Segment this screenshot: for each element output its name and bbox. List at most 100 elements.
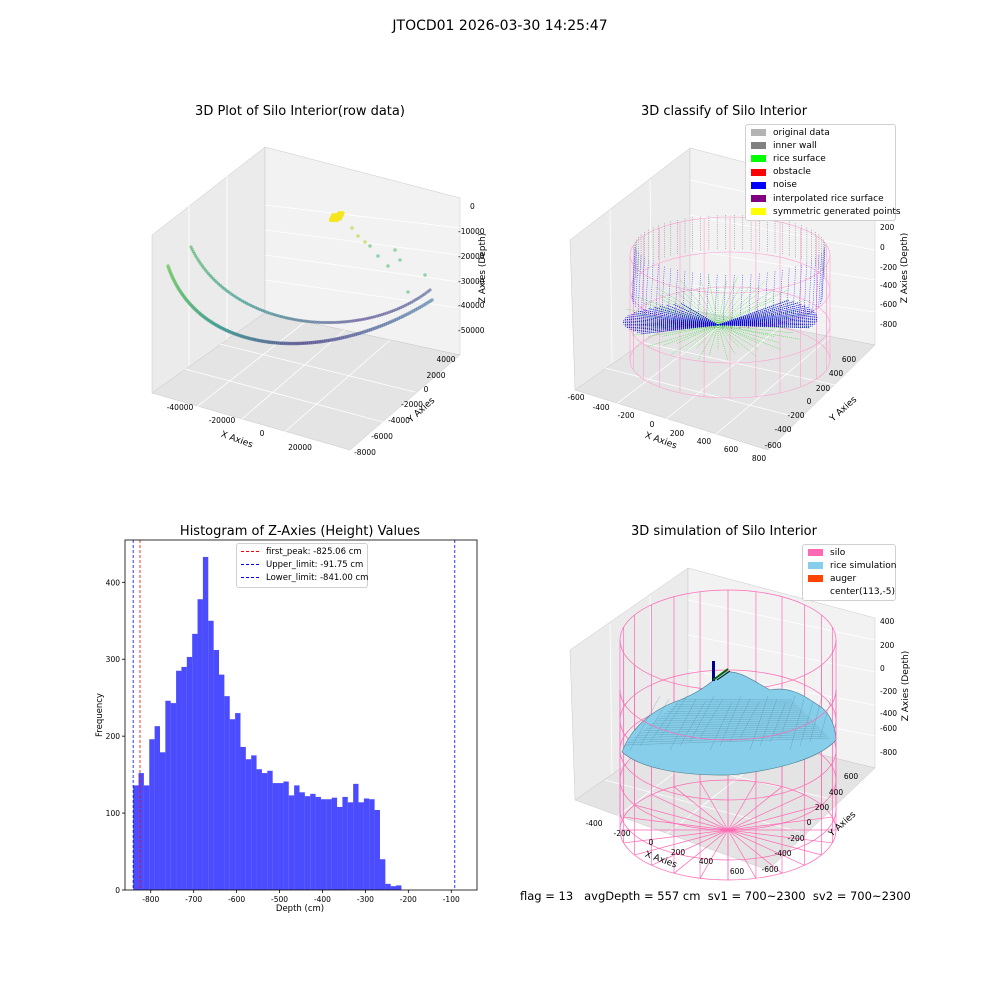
rice-mesh-line [669, 707, 801, 710]
rice-mesh-line [630, 733, 827, 741]
sim-ytick: -400 [774, 849, 791, 858]
raw-point [368, 244, 372, 248]
classify-ztick: -400 [880, 281, 897, 290]
classify-y-axis-label: Y Axies [827, 395, 859, 425]
raw-point [330, 320, 334, 325]
noise-points [637, 255, 642, 311]
rice-surface-points [636, 313, 719, 326]
raw-ytick: 4000 [436, 355, 455, 364]
sim-ytick: 200 [815, 803, 830, 812]
silo-wire-line [727, 829, 757, 879]
rice-surface-points [717, 276, 738, 326]
raw-point [363, 317, 367, 321]
histogram-x-tick-label: -600 [228, 895, 245, 904]
silo-wire-line [727, 829, 822, 856]
rice-mesh-line [642, 725, 819, 731]
noise-points [635, 252, 639, 308]
raw-point [348, 319, 352, 323]
raw-point [375, 314, 379, 318]
raw-point [350, 226, 354, 230]
sim-legend-label: auger [830, 573, 857, 584]
classify-ztick: 200 [880, 223, 895, 232]
histogram-threshold-lines [132, 540, 456, 890]
noise-points [812, 258, 816, 314]
raw-point [376, 254, 380, 258]
raw-point [368, 316, 372, 320]
raw-point [423, 273, 427, 277]
histogram-bar [294, 785, 300, 890]
noise-points [717, 307, 809, 326]
sim-ztick: -600 [880, 724, 897, 733]
rice-surface-points [717, 299, 775, 326]
raw-point [356, 234, 360, 238]
raw-point [317, 320, 321, 324]
histogram-bar [320, 799, 327, 890]
histogram-y-ticks: 0 100 200 300 400 [106, 578, 125, 895]
raw-point [365, 316, 369, 321]
histogram-legend-line [241, 577, 259, 579]
noise-points [653, 306, 719, 326]
auger-marker [712, 661, 731, 681]
noise-points [645, 260, 649, 316]
histogram-bar [176, 670, 182, 890]
histogram-bar [304, 796, 311, 890]
noise-points [623, 320, 719, 326]
classify-point-cloud [623, 215, 826, 361]
raw-ytick: -6000 [371, 432, 393, 441]
rice-mesh-line [749, 695, 769, 751]
sim-xtick: 600 [730, 867, 745, 876]
classify-ytick: -400 [774, 425, 791, 434]
histogram-frame [124, 539, 478, 891]
rice-surface-points [717, 324, 736, 355]
raw-point [299, 319, 303, 323]
classify-legend-swatch [751, 142, 766, 150]
histogram-bar [374, 810, 380, 890]
sim-xtick: 400 [699, 857, 714, 866]
histogram-y-tick-label: 300 [106, 655, 121, 664]
histogram-bar [251, 755, 257, 890]
rice-surface-points [717, 324, 800, 340]
classify-legend-label: noise [773, 180, 797, 191]
rice-mesh-line [639, 698, 670, 747]
raw-point [358, 318, 362, 322]
sim-legend-label: silo [830, 547, 846, 558]
classify-ytick: -600 [764, 441, 781, 450]
classify-xtick: 200 [670, 429, 685, 438]
histogram-bar [138, 773, 144, 890]
classify-legend-item: obstacle [746, 166, 895, 179]
raw-point [360, 317, 365, 322]
histogram-legend-item: Upper_limit: -91.75 cm [237, 558, 367, 571]
raw-point [327, 320, 332, 325]
raw-point [277, 314, 281, 318]
raw-point [393, 248, 397, 252]
raw-point [275, 313, 279, 317]
classify-legend-swatch [751, 129, 766, 137]
noise-points [681, 271, 686, 327]
rice-mesh-line [819, 698, 832, 739]
raw-point [315, 320, 319, 324]
sim-ztick: -200 [880, 687, 897, 696]
classify-xtick: -200 [617, 411, 634, 420]
histogram-bars [133, 556, 402, 890]
rice-mesh-line [666, 709, 803, 712]
silo-wire-line [623, 829, 729, 844]
rice-mesh-line [681, 699, 793, 701]
raw-ztick: -30000 [458, 277, 485, 286]
rice-mesh-line [660, 713, 807, 717]
sim-xtick: 0 [649, 838, 654, 847]
sim-legend-item: center(113,-5) [803, 586, 895, 599]
noise-points [642, 309, 719, 326]
raw-ztick: -50000 [458, 326, 485, 335]
raw-ztick: -20000 [458, 252, 485, 261]
histogram-bar [213, 650, 220, 890]
raw-z-axis-label: Z Axies (Depth) [478, 233, 488, 304]
histogram-bar [202, 556, 209, 890]
noise-points [821, 247, 825, 303]
silo-wire-line [634, 829, 729, 856]
histogram-bar [256, 769, 262, 890]
raw-point [353, 319, 357, 323]
rice-surface-points [717, 324, 781, 350]
classify-legend-item: noise [746, 179, 895, 192]
rice-surface-points [648, 324, 719, 347]
classify-z-axis-label: Z Axies (Depth) [900, 233, 910, 304]
